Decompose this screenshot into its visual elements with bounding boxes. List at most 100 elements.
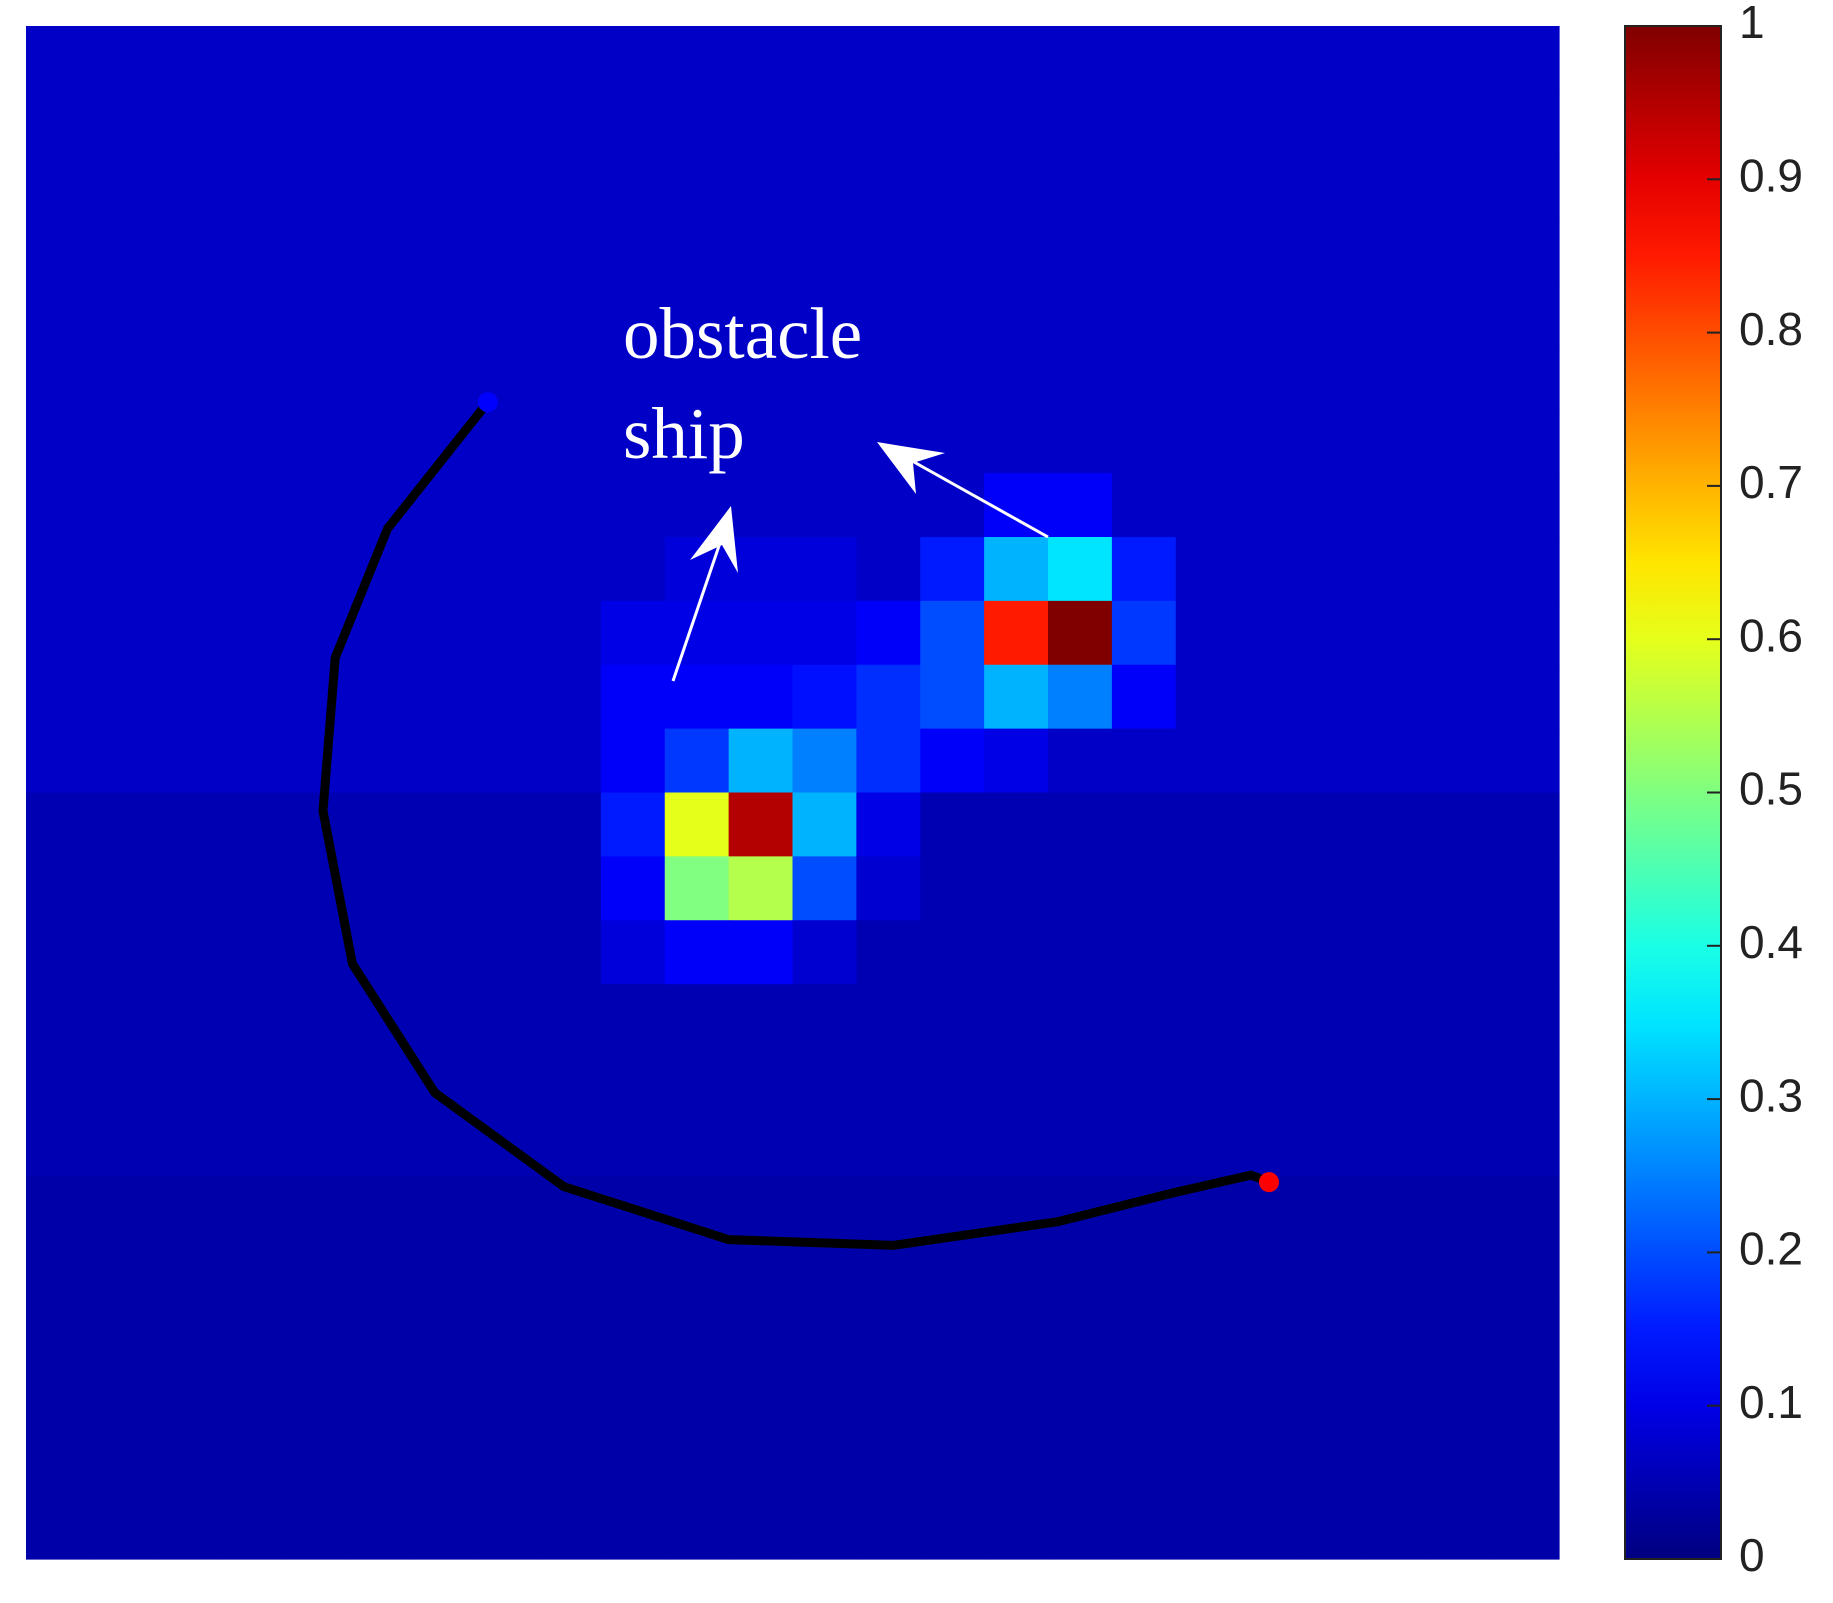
heat-cell (1239, 984, 1305, 1049)
heat-cell (345, 89, 410, 155)
heat-cell (728, 89, 794, 155)
heat-cell (89, 217, 155, 283)
heat-cell (600, 1367, 666, 1432)
heat-cell (409, 1367, 474, 1432)
heat-cell (600, 856, 666, 921)
heat-cell (664, 1239, 730, 1305)
heat-cell (537, 792, 602, 857)
annotation: obstacle (623, 293, 862, 374)
heat-cell (89, 856, 155, 921)
heat-cell (664, 856, 730, 921)
heat-cell (26, 345, 91, 410)
heat-cell (1303, 664, 1368, 730)
heat-cell (473, 1048, 538, 1113)
heat-cell (217, 473, 283, 538)
heat-cell (26, 1495, 91, 1560)
heat-cell (984, 600, 1049, 666)
heat-cell (792, 1048, 857, 1113)
heat-cell (1303, 217, 1368, 283)
heat-cell (1111, 1239, 1177, 1305)
heat-cell (1303, 600, 1368, 666)
heat-cell (473, 409, 538, 474)
heat-cell (1431, 1239, 1496, 1305)
heat-cell (409, 281, 474, 346)
heatmap (26, 26, 1560, 1560)
heat-cell (984, 89, 1049, 155)
heat-cell (537, 1303, 602, 1368)
heat-cell (1239, 1495, 1305, 1560)
heat-cell (1111, 26, 1177, 91)
heat-cell (856, 1495, 921, 1560)
heat-cell (345, 473, 410, 538)
heat-cell (89, 1431, 155, 1496)
heat-cell (537, 920, 602, 985)
heat-cell (792, 728, 857, 794)
heat-cell (1175, 1367, 1241, 1432)
heat-cell (153, 1367, 219, 1432)
annotation: ship (623, 393, 745, 474)
heat-cell (1239, 1431, 1305, 1496)
heat-cell (728, 1431, 794, 1496)
arrow (671, 536, 724, 682)
heat-cell (1367, 537, 1432, 602)
heat-cell (1111, 1431, 1177, 1496)
heat-cell (1111, 345, 1177, 410)
heat-cell (664, 1367, 730, 1432)
heat-cell (792, 856, 857, 921)
heat-cell (345, 409, 410, 474)
heat-cell (409, 1111, 474, 1177)
heat-cell (409, 1303, 474, 1368)
heat-cell (856, 1239, 921, 1305)
heat-cell (920, 600, 985, 666)
heat-cell (856, 1303, 921, 1368)
heat-cell (281, 984, 346, 1049)
heat-cell (792, 153, 857, 219)
heat-cell (89, 1111, 155, 1177)
heat-cell (1239, 409, 1305, 474)
heat-cell (600, 792, 666, 857)
heat-cell (473, 153, 538, 219)
heat-cell (1303, 856, 1368, 921)
heat-cell (1175, 1495, 1241, 1560)
heat-cell (473, 728, 538, 794)
heat-cell (89, 1239, 155, 1305)
heat-cell (1239, 1239, 1305, 1305)
heat-cell (1495, 856, 1560, 921)
heat-cell (1303, 281, 1368, 346)
heat-cell (409, 537, 474, 602)
heat-cell (792, 792, 857, 857)
heat-cell (26, 473, 91, 538)
heat-cell (345, 345, 410, 410)
heat-cell (345, 217, 410, 283)
heat-cell (1303, 473, 1368, 538)
heat-cell (1431, 409, 1496, 474)
arrow (904, 455, 1049, 539)
heat-cell (1367, 984, 1432, 1049)
heat-cell (856, 89, 921, 155)
heat-cell (1048, 1111, 1113, 1177)
heat-cell (856, 1048, 921, 1113)
heat-cell (920, 1239, 985, 1305)
heat-cell (281, 1495, 346, 1560)
heat-cell (1495, 920, 1560, 985)
heat-cell (1175, 217, 1241, 283)
heat-cell (1111, 600, 1177, 666)
heat-cell (1111, 537, 1177, 602)
heat-cell (920, 920, 985, 985)
heat-cell (153, 1431, 219, 1496)
heat-cell (984, 1239, 1049, 1305)
heat-cell (984, 217, 1049, 283)
heat-cell (153, 664, 219, 730)
heat-cell (537, 537, 602, 602)
heat-cell (920, 728, 985, 794)
heat-cell (600, 473, 666, 538)
heat-cell (281, 281, 346, 346)
heat-cell (664, 1111, 730, 1177)
heat-cell (984, 728, 1049, 794)
heat-cell (984, 26, 1049, 91)
heat-cell (281, 537, 346, 602)
heat-cell (1495, 217, 1560, 283)
heat-cell (600, 345, 666, 410)
heat-cell (1175, 664, 1241, 730)
